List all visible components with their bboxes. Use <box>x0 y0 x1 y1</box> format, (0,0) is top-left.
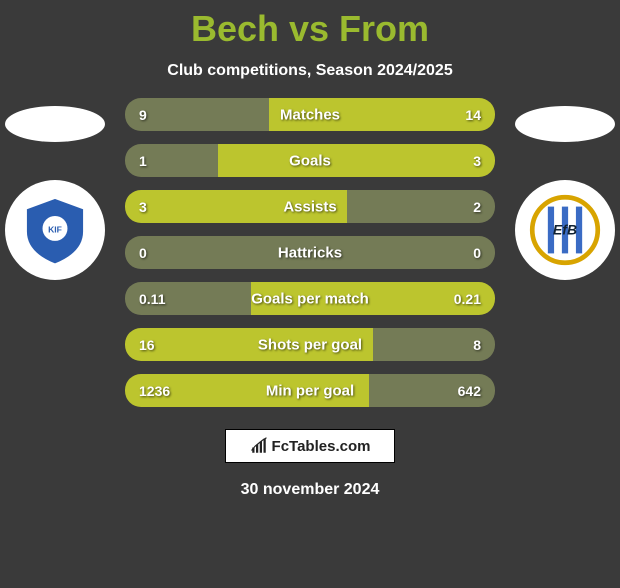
right-club-circle: EfB <box>515 180 615 280</box>
chart-icon <box>250 437 268 455</box>
right-player-column: EfB <box>510 98 620 280</box>
left-club-circle: KIF <box>5 180 105 280</box>
stat-bar-row: 1236642Min per goal <box>125 374 495 407</box>
brand-text: FcTables.com <box>272 438 371 455</box>
right-player-oval <box>515 106 615 142</box>
stat-label: Shots per goal <box>125 336 495 353</box>
season-subtitle: Club competitions, Season 2024/2025 <box>0 62 620 80</box>
stat-bar-row: 32Assists <box>125 190 495 223</box>
left-player-oval <box>5 106 105 142</box>
comparison-panel: KIF EfB 914Matches 13Goals 32Assists 00Hatt… <box>0 98 620 407</box>
stat-label: Assists <box>125 198 495 215</box>
page-title: Bech vs From <box>0 8 620 50</box>
right-club-badge-icon: EfB <box>526 191 604 269</box>
left-player-column: KIF <box>0 98 110 280</box>
stat-bar-row: 168Shots per goal <box>125 328 495 361</box>
stat-label: Goals per match <box>125 290 495 307</box>
stat-label: Hattricks <box>125 244 495 261</box>
brand-badge: FcTables.com <box>225 429 395 463</box>
stat-bar-row: 914Matches <box>125 98 495 131</box>
stat-bar-row: 0.110.21Goals per match <box>125 282 495 315</box>
stat-bar-row: 00Hattricks <box>125 236 495 269</box>
stat-label: Matches <box>125 106 495 123</box>
left-club-badge-icon: KIF <box>16 191 94 269</box>
stat-label: Min per goal <box>125 382 495 399</box>
svg-text:EfB: EfB <box>553 222 577 238</box>
stat-bar-row: 13Goals <box>125 144 495 177</box>
stat-bars: 914Matches 13Goals 32Assists 00Hattricks 0.1… <box>125 98 495 407</box>
stat-label: Goals <box>125 152 495 169</box>
footer-date: 30 november 2024 <box>0 481 620 499</box>
svg-text:KIF: KIF <box>48 224 62 234</box>
